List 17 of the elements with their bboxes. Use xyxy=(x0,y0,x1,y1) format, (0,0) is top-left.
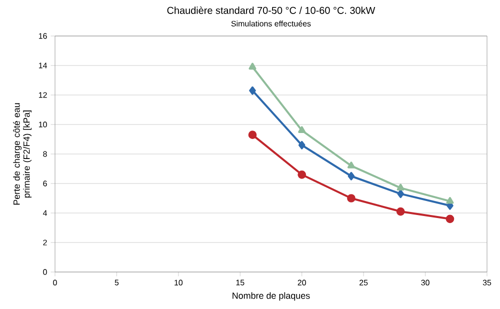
point xyxy=(298,170,306,179)
point xyxy=(446,197,454,204)
point xyxy=(347,194,356,202)
point xyxy=(397,190,404,198)
point xyxy=(248,62,256,70)
point xyxy=(396,207,405,216)
point xyxy=(396,184,404,191)
point xyxy=(446,214,454,224)
point xyxy=(298,126,306,133)
point xyxy=(298,140,306,150)
x-axis-title: Nombre de plaques xyxy=(232,292,310,301)
chart-title: Chaudière standard 70-50 °C / 10-60 °C. 30kW xyxy=(167,6,376,14)
point xyxy=(348,172,355,180)
point xyxy=(347,162,355,168)
point xyxy=(248,130,257,140)
point xyxy=(249,86,256,95)
y-axis-title: Perte de charge côté eau primaire (F2/F4) [kPa] xyxy=(13,103,32,205)
